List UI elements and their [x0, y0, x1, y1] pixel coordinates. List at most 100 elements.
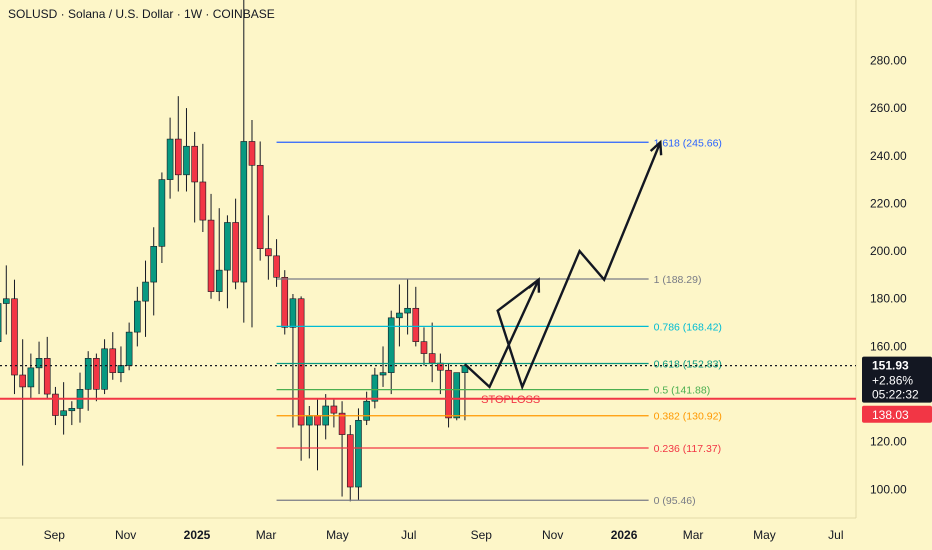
y-tick-label: 180.00: [870, 292, 907, 306]
candle-body[interactable]: [207, 219, 215, 292]
horizontal-lines-layer: STOPLOSS: [0, 365, 856, 406]
fib-label-0-382: 0.382 (130.92): [654, 411, 722, 423]
candle-body[interactable]: [52, 393, 59, 416]
candle-body[interactable]: [134, 300, 141, 333]
fib-label-1-618: 1.618 (245.66): [654, 137, 722, 149]
x-tick-label: Jul: [828, 528, 843, 542]
x-tick-label: May: [753, 528, 776, 542]
bar-countdown: 05:22:32: [872, 388, 919, 402]
x-tick-label: Nov: [542, 528, 563, 542]
x-tick-label: Jul: [401, 528, 416, 542]
x-tick-label: Sep: [44, 528, 66, 542]
candle-body[interactable]: [281, 276, 289, 328]
y-tick-label: 120.00: [870, 435, 907, 449]
candle-body[interactable]: [346, 434, 354, 488]
candle-body[interactable]: [101, 348, 108, 390]
y-tick-label: 220.00: [870, 196, 907, 210]
y-tick-label: 200.00: [870, 244, 907, 258]
candle-body[interactable]: [355, 419, 362, 488]
candle-body[interactable]: [84, 358, 92, 390]
fib-label-0-5: 0.5 (141.88): [654, 385, 711, 397]
candle-body[interactable]: [199, 181, 207, 221]
fib-label-0-236: 0.236 (117.37): [654, 443, 722, 455]
candle-body[interactable]: [93, 358, 100, 390]
stoploss-price-value: 138.03: [872, 408, 909, 422]
candle-body[interactable]: [387, 317, 395, 373]
x-tick-label: Mar: [683, 528, 704, 542]
candle-body[interactable]: [158, 179, 166, 247]
x-tick-label: Nov: [115, 528, 136, 542]
current-price-change: +2.86%: [872, 374, 913, 388]
x-tick-label: 2026: [611, 528, 638, 542]
stoploss-price-badge: [862, 405, 932, 423]
candle-body[interactable]: [412, 307, 420, 342]
fib-levels-layer: 1.618 (245.66) 1 (188.29) 0.786 (168.42) 0.…: [276, 137, 722, 507]
candle-body[interactable]: [191, 145, 198, 183]
candle-body[interactable]: [35, 358, 43, 369]
candle-body[interactable]: [2, 298, 10, 304]
candle-body[interactable]: [404, 307, 411, 314]
fib-label-0: 0 (95.46): [654, 495, 696, 507]
candle-body[interactable]: [338, 412, 346, 435]
y-tick-label: 160.00: [870, 339, 907, 353]
chart-title: SOLUSD · Solana / U.S. Dollar · 1W · COI…: [8, 7, 275, 21]
candle-body[interactable]: [248, 141, 256, 166]
candle-body[interactable]: [420, 341, 428, 354]
candle-body[interactable]: [428, 353, 436, 364]
projection-path[interactable]: [464, 141, 662, 391]
candle-body[interactable]: [0, 303, 2, 342]
y-tick-label: 100.00: [870, 482, 907, 496]
time-axis[interactable]: Sep Nov 2025 Mar May Jul Sep Nov 2026 Mar May Jul: [44, 528, 844, 542]
candle-body[interactable]: [265, 248, 272, 257]
candle-body[interactable]: [306, 415, 313, 426]
candle-body[interactable]: [215, 269, 223, 292]
projection-layer: [464, 139, 663, 391]
candle-body[interactable]: [224, 222, 231, 271]
fib-label-0-618: 0.618 (152.83): [654, 358, 722, 370]
fib-label-1: 1 (188.29): [654, 274, 702, 286]
candle-body[interactable]: [174, 138, 182, 176]
candle-body[interactable]: [363, 400, 370, 421]
candle-body[interactable]: [371, 374, 379, 402]
candle-body[interactable]: [150, 246, 158, 283]
candle-body[interactable]: [68, 408, 76, 412]
x-tick-label: Sep: [471, 528, 493, 542]
candle-body[interactable]: [330, 405, 338, 414]
y-tick-label: 280.00: [870, 53, 907, 67]
candle-body[interactable]: [117, 365, 125, 373]
current-price-value: 151.93: [872, 359, 909, 373]
candle-body[interactable]: [43, 358, 51, 395]
candle-body[interactable]: [297, 298, 305, 426]
y-tick-label: 260.00: [870, 101, 907, 115]
candle-body[interactable]: [183, 145, 190, 176]
candle-body[interactable]: [445, 369, 452, 419]
candle-body[interactable]: [314, 415, 321, 426]
candle-body[interactable]: [453, 372, 461, 419]
fib-label-0-786: 0.786 (168.42): [654, 321, 722, 333]
price-badges: 151.93+2.86%05:22:32 138.03: [862, 356, 932, 423]
candle-body[interactable]: [379, 372, 387, 376]
x-tick-label: 2025: [184, 528, 211, 542]
candle-body[interactable]: [125, 331, 133, 366]
candle-body[interactable]: [289, 298, 297, 328]
candle-body[interactable]: [109, 348, 117, 373]
candle-body[interactable]: [437, 362, 444, 371]
x-tick-label: Mar: [256, 528, 277, 542]
candle-body[interactable]: [232, 222, 239, 283]
candle-body[interactable]: [240, 141, 248, 283]
candle-body[interactable]: [27, 367, 35, 388]
candle-body[interactable]: [19, 374, 26, 388]
candle-body[interactable]: [11, 298, 18, 376]
candle-body[interactable]: [256, 164, 264, 250]
candle-body[interactable]: [396, 312, 403, 319]
candle-body[interactable]: [142, 281, 149, 302]
stoploss-label: STOPLOSS: [481, 394, 540, 406]
current-price-badge: [862, 356, 932, 403]
candle-body[interactable]: [60, 410, 67, 416]
x-tick-label: May: [326, 528, 349, 542]
candle-body[interactable]: [166, 138, 174, 180]
candle-body[interactable]: [273, 255, 280, 278]
